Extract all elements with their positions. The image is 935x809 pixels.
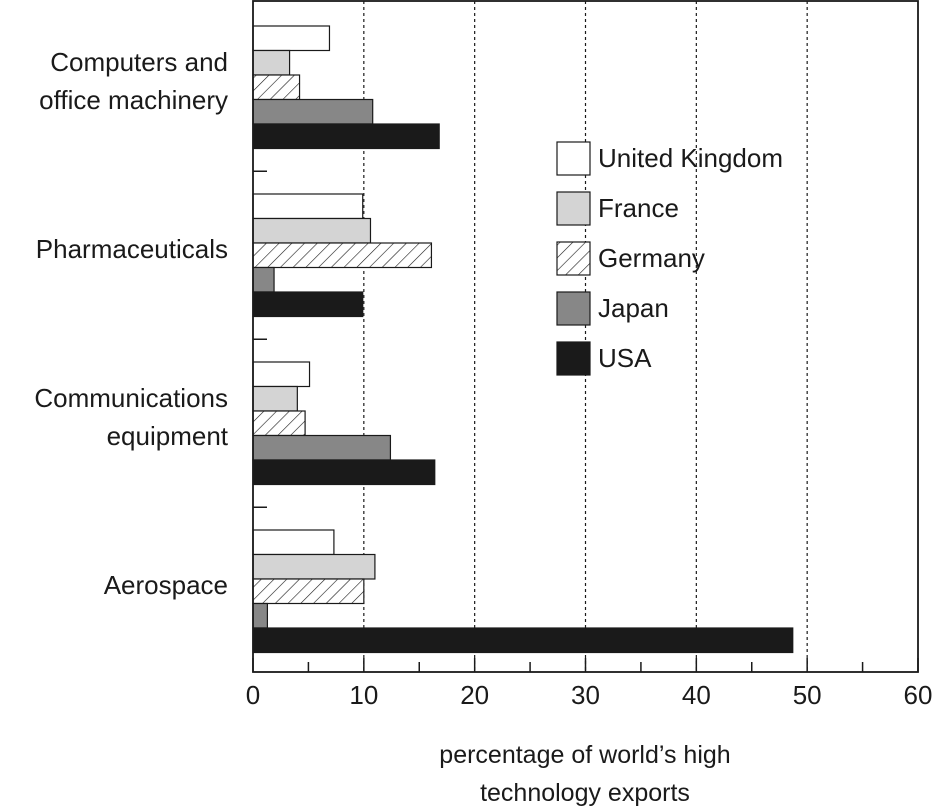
x-tick-label: 50 xyxy=(793,680,822,710)
y-tick-label: Communications equipment xyxy=(34,383,228,452)
bar xyxy=(252,193,364,220)
bar xyxy=(252,74,301,101)
bar xyxy=(252,627,794,654)
bar xyxy=(252,98,374,125)
legend-swatch xyxy=(556,341,591,376)
legend-label: Japan xyxy=(598,293,669,323)
bar xyxy=(252,242,433,269)
x-tick-label: 30 xyxy=(571,680,600,710)
bar xyxy=(252,49,291,76)
x-tick-label: 60 xyxy=(904,680,933,710)
y-tick-label: Computers and office machinery xyxy=(39,47,228,116)
y-tick-label: Pharmaceuticals xyxy=(35,234,228,265)
bar xyxy=(252,459,436,486)
bar xyxy=(252,266,275,293)
bar xyxy=(252,291,364,318)
bar xyxy=(252,434,392,461)
bar xyxy=(252,361,311,388)
legend-swatch xyxy=(556,141,591,176)
x-tick-label: 20 xyxy=(460,680,489,710)
bar xyxy=(252,25,331,52)
legend-swatch xyxy=(556,191,591,226)
legend-swatch xyxy=(556,291,591,326)
x-tick-label: 40 xyxy=(682,680,711,710)
legend-label: Germany xyxy=(598,243,705,273)
legend-swatch xyxy=(556,241,591,276)
bar xyxy=(252,410,306,437)
bar xyxy=(252,123,440,150)
x-tick-label: 0 xyxy=(246,680,260,710)
x-axis-label: percentage of world’s high technology ex… xyxy=(439,741,731,807)
bar xyxy=(252,602,269,629)
bar xyxy=(252,529,335,556)
legend-label: USA xyxy=(598,343,652,373)
bar xyxy=(252,553,376,580)
bar xyxy=(252,578,365,605)
bar xyxy=(252,217,372,244)
plot-frame xyxy=(252,0,919,673)
bar xyxy=(252,385,298,412)
legend-label: France xyxy=(598,193,679,223)
y-tick-label: Aerospace xyxy=(103,570,228,601)
x-tick-label: 10 xyxy=(349,680,378,710)
legend-label: United Kingdom xyxy=(598,143,783,173)
